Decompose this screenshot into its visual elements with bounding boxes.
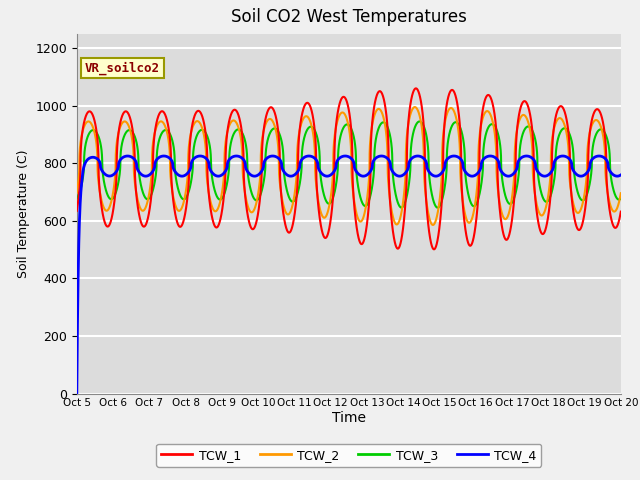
TCW_4	[617, 172, 625, 178]
TCW_2	[361, 210, 369, 216]
TCW_1	[192, 109, 200, 115]
TCW_2	[411, 104, 419, 110]
TCW_4	[204, 157, 211, 163]
TCW_1	[90, 116, 98, 122]
TCW_3	[192, 135, 200, 141]
TCW_1	[412, 85, 420, 91]
TCW_2	[617, 191, 625, 196]
TCW_1	[361, 235, 369, 241]
TCW_2	[73, 190, 81, 196]
TCW_2	[204, 180, 211, 186]
Y-axis label: Soil Temperature (C): Soil Temperature (C)	[17, 149, 29, 278]
TCW_1	[132, 189, 140, 195]
TCW_3	[617, 196, 625, 202]
TCW_4	[73, 391, 81, 396]
TCW_3	[361, 203, 369, 209]
TCW_2	[545, 192, 552, 197]
TCW_4	[361, 173, 369, 179]
Line: TCW_4: TCW_4	[77, 156, 621, 394]
TCW_2	[192, 119, 200, 124]
TCW_3	[73, 195, 81, 201]
X-axis label: Time: Time	[332, 411, 366, 425]
TCW_4	[595, 153, 603, 159]
TCW_4	[545, 172, 552, 178]
TCW_1	[545, 212, 552, 217]
Text: VR_soilco2: VR_soilco2	[85, 61, 160, 75]
TCW_2	[90, 128, 98, 134]
TCW_3	[434, 205, 442, 211]
Line: TCW_1: TCW_1	[77, 88, 621, 249]
TCW_3	[416, 119, 424, 124]
TCW_1	[204, 169, 211, 175]
TCW_2	[429, 222, 436, 228]
Legend: TCW_1, TCW_2, TCW_3, TCW_4: TCW_1, TCW_2, TCW_3, TCW_4	[156, 444, 541, 467]
TCW_4	[90, 155, 98, 160]
TCW_2	[132, 189, 140, 194]
Line: TCW_3: TCW_3	[77, 121, 621, 208]
TCW_3	[90, 127, 98, 133]
TCW_1	[617, 209, 625, 215]
Title: Soil CO2 West Temperatures: Soil CO2 West Temperatures	[231, 9, 467, 26]
TCW_3	[204, 134, 211, 140]
TCW_1	[430, 246, 438, 252]
TCW_3	[545, 198, 552, 204]
TCW_3	[132, 138, 140, 144]
TCW_4	[192, 154, 200, 160]
TCW_1	[73, 208, 81, 214]
Line: TCW_2: TCW_2	[77, 107, 621, 225]
TCW_4	[132, 159, 140, 165]
